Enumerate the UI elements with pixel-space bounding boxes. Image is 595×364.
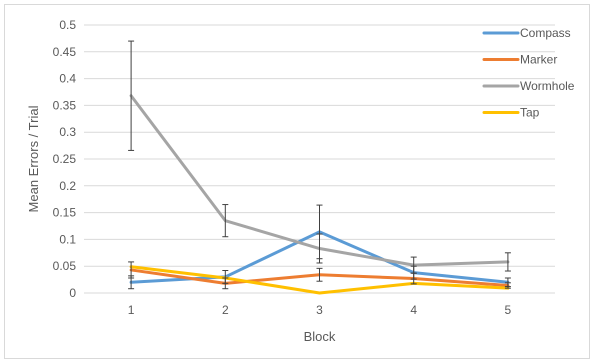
series-line-tap (129, 265, 510, 295)
y-tick-label: 0.1 (59, 232, 76, 246)
y-tick-label: 0 (69, 286, 76, 300)
y-tick-label: 0.15 (53, 206, 77, 220)
error-bar-wormhole (504, 252, 511, 272)
y-tick-label: 0.2 (59, 179, 76, 193)
error-bar-wormhole (410, 256, 417, 274)
legend-item-compass: Compass (482, 26, 571, 40)
y-tick-label: 0.05 (53, 259, 77, 273)
legend-item-wormhole: Wormhole (482, 79, 575, 93)
y-tick-label: 0.45 (53, 45, 77, 59)
chart-frame (4, 4, 590, 359)
error-bar-wormhole (128, 40, 135, 151)
y-tick-label: 0.4 (59, 72, 76, 86)
error-bar-wormhole (316, 233, 323, 264)
legend: Compass Marker Wormhole Tap (482, 26, 575, 120)
x-tick-label: 5 (505, 303, 512, 317)
legend-label: Marker (520, 53, 557, 67)
x-tick-label: 3 (316, 303, 323, 317)
x-tick-label: 2 (222, 303, 229, 317)
error-bar-marker (504, 282, 511, 289)
x-axis-label: Block (304, 329, 336, 344)
legend-item-marker: Marker (482, 53, 557, 67)
y-axis-label: Mean Errors / Trial (26, 105, 41, 212)
error-bar-layer (128, 40, 511, 290)
y-tick-label: 0.35 (53, 98, 77, 112)
legend-label: Tap (520, 106, 540, 120)
x-axis-tick-labels: 1 2 3 4 5 (128, 303, 512, 317)
legend-label: Wormhole (520, 79, 575, 93)
legend-item-tap: Tap (482, 106, 540, 120)
error-bar-marker (222, 277, 229, 290)
y-tick-label: 0.25 (53, 152, 77, 166)
x-tick-label: 1 (128, 303, 135, 317)
error-bar-marker (316, 267, 323, 282)
error-bar-marker (128, 261, 135, 279)
legend-label: Compass (520, 26, 571, 40)
x-tick-label: 4 (410, 303, 417, 317)
y-tick-label: 0.3 (59, 125, 76, 139)
y-axis-tick-labels: 0 0.05 0.1 0.15 0.2 0.25 0.3 0.35 0.4 0.45 0.5 (53, 18, 77, 300)
y-tick-label: 0.5 (59, 18, 76, 32)
error-bar-wormhole (222, 204, 229, 238)
gridlines (84, 24, 555, 267)
